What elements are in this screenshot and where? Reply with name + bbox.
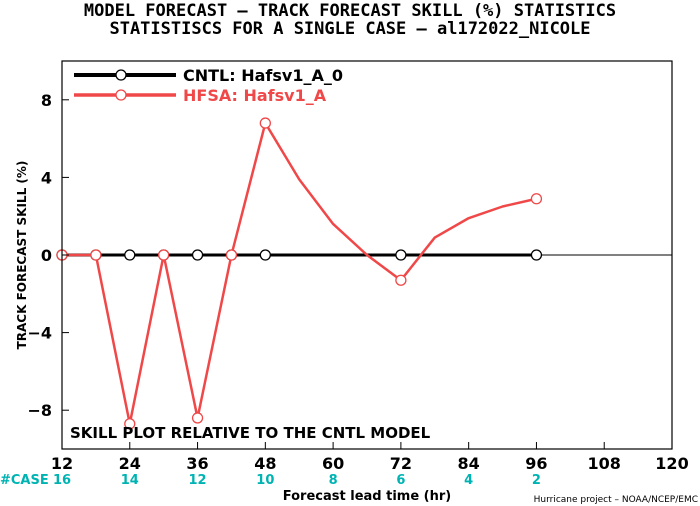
x-tick-label: 48 <box>254 454 276 473</box>
hfsa-point <box>124 418 136 430</box>
y-tick-label: 0 <box>41 246 52 265</box>
case-count-value: 16 <box>53 473 71 488</box>
cntl-point <box>395 249 407 261</box>
x-tick-label: 108 <box>588 454 621 473</box>
credit-text: Hurricane project – NOAA/NCEP/EMC <box>534 495 698 505</box>
cntl-point <box>191 249 204 261</box>
x-tick-label: 24 <box>119 454 141 473</box>
x-axis-label: Forecast lead time (hr) <box>283 489 451 504</box>
hfsa-point <box>90 249 102 261</box>
legend-hfsa-label: HFSA: Hafsv1_A <box>183 86 327 105</box>
hfsa-point <box>530 193 543 205</box>
case-count-label: #CASE <box>0 473 49 488</box>
hfsa-series-line <box>62 121 537 426</box>
case-count-value: 2 <box>532 473 541 488</box>
case-count-value: 6 <box>396 473 405 488</box>
x-tick-label: 96 <box>525 454 547 473</box>
y-tick-label: 4 <box>41 168 52 187</box>
legend-hfsa-marker <box>115 89 127 101</box>
x-tick-label: 120 <box>655 454 688 473</box>
y-tick-label: 8 <box>41 91 52 110</box>
hfsa-point <box>395 274 407 286</box>
case-count-value: 8 <box>329 473 338 488</box>
y-axis-label: TRACK FORECAST SKILL (%) <box>15 161 29 350</box>
legend-cntl-marker <box>115 69 127 81</box>
x-tick-label: 60 <box>322 454 344 473</box>
case-count-value: 10 <box>256 473 274 488</box>
case-count-value: 4 <box>464 473 473 488</box>
y-tick-label: −8 <box>27 401 52 420</box>
y-tick-label: −4 <box>27 324 52 343</box>
annotation-text: SKILL PLOT RELATIVE TO THE CNTL MODEL <box>70 424 431 442</box>
chart-title-line1: MODEL FORECAST – TRACK FORECAST SKILL (%… <box>83 1 617 21</box>
hfsa-point <box>259 117 271 129</box>
hfsa-point <box>158 249 170 261</box>
hfsa-point <box>191 412 204 424</box>
cntl-point <box>259 249 271 261</box>
case-count-value: 12 <box>189 473 207 488</box>
x-tick-label: 84 <box>458 454 480 473</box>
x-tick-label: 36 <box>186 454 208 473</box>
x-tick-label: 12 <box>51 454 73 473</box>
cntl-point <box>124 249 136 261</box>
case-count-value: 14 <box>121 473 139 488</box>
hfsa-point <box>225 249 238 261</box>
cntl-point <box>530 249 543 261</box>
chart-title-line2: STATISTISCS FOR A SINGLE CASE – al172022… <box>109 19 591 39</box>
x-tick-label: 72 <box>390 454 412 473</box>
legend-cntl-label: CNTL: Hafsv1_A_0 <box>183 66 343 85</box>
